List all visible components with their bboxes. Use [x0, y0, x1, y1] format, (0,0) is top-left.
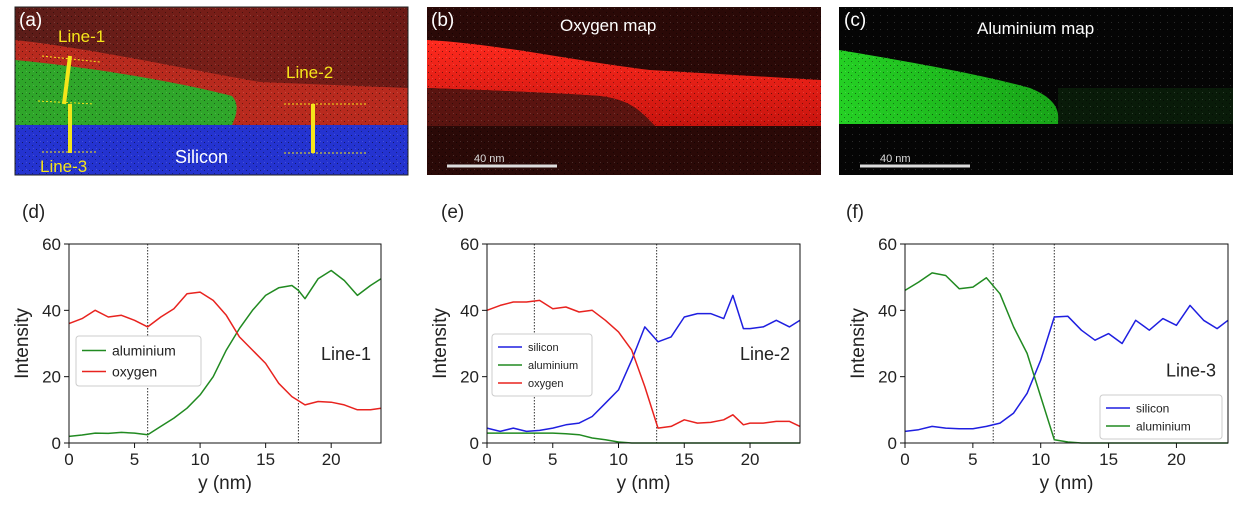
chart-d-xtick-label-20: 20 — [322, 450, 341, 469]
chart-e-legend-box — [491, 333, 593, 397]
chart-e-xtick-label-20: 20 — [741, 450, 760, 469]
chart-d-xtick-label-15: 15 — [256, 450, 275, 469]
chart-f-ytick-label-0: 0 — [888, 434, 897, 453]
chart-e-frame — [486, 243, 801, 444]
panel-b: (b) Oxygen map 40 nm — [427, 7, 821, 175]
chart-f-series-silicon — [904, 304, 1229, 433]
chart-f-title: Line-3 — [1166, 361, 1216, 381]
chart-e-series-oxygen — [486, 299, 801, 429]
chart-e-legend-label-oxygen: oxygen — [528, 378, 563, 390]
chart-e-ytick-label-40: 40 — [460, 301, 479, 320]
line-1-annotation: Line-1 — [58, 27, 105, 46]
panel-c: (c) Aluminium map 40 nm — [839, 7, 1233, 175]
silicon-annotation: Silicon — [175, 147, 228, 167]
panel-c-title: Aluminium map — [977, 19, 1094, 38]
chart-f-ylabel: Intensity — [848, 308, 869, 379]
chart-d-ytick-label-0: 0 — [52, 434, 61, 453]
chart-f-xtick-label-20: 20 — [1167, 450, 1186, 469]
chart-d-legend-label-oxygen: oxygen — [112, 364, 157, 380]
line-2-annotation: Line-2 — [286, 63, 333, 82]
panel-b-noise — [427, 7, 821, 175]
chart-e-legend: silicon aluminium oxygen — [491, 333, 593, 397]
panel-b-scalebar-label: 40 nm — [474, 153, 505, 165]
chart-d-xtick-label-0: 0 — [64, 450, 73, 469]
chart-d-legend: aluminium oxygen — [75, 335, 202, 387]
charts: 0 5 10 15 20 0 20 40 60 y (nm) Intensity Line-1 alum… — [12, 235, 1229, 494]
chart-e-xtick-label-15: 15 — [675, 450, 694, 469]
chart-f-legend-label-aluminium: aluminium — [1136, 419, 1191, 433]
chart-f-xtick-label-15: 15 — [1099, 450, 1118, 469]
panel-b-title: Oxygen map — [560, 16, 656, 35]
chart-d-xtick-label-5: 5 — [130, 450, 139, 469]
chart-e-series-silicon — [486, 294, 801, 433]
chart-f-legend-label-silicon: silicon — [1136, 401, 1169, 415]
chart-e-ylabel: Intensity — [430, 308, 451, 379]
chart-f-xtick-label-10: 10 — [1031, 450, 1050, 469]
chart-d-legend-label-aluminium: aluminium — [112, 343, 176, 359]
chart-e-xtick-label-0: 0 — [482, 450, 491, 469]
line-3-annotation: Line-3 — [40, 157, 87, 176]
chart-f-ytick-label-20: 20 — [878, 368, 897, 387]
chart-d-series-oxygen — [68, 291, 382, 411]
chart-e-xtick-label-10: 10 — [609, 450, 628, 469]
panel-c-label: (c) — [844, 10, 866, 31]
chart-f-legend: silicon aluminium — [1099, 394, 1223, 440]
line-1-marker — [62, 55, 72, 105]
chart-e-title: Line-2 — [740, 344, 790, 364]
chart-e-series-aluminium — [487, 432, 800, 444]
chart-e-legend-label-silicon: silicon — [528, 342, 559, 354]
chart-d-ytick-label-60: 60 — [42, 235, 61, 254]
panel-e-label: (e) — [441, 202, 464, 223]
panel-a-label: (a) — [19, 10, 42, 31]
chart-f-xlabel: y (nm) — [1040, 473, 1094, 494]
chart-f: 0 5 10 15 20 0 20 40 60 y (nm) Intensity Line-3 sili… — [848, 235, 1229, 494]
chart-e-xlabel: y (nm) — [617, 473, 671, 494]
panel-a: (a) Line-1 Line-2 Line-3 Silicon — [14, 6, 409, 176]
chart-e-ytick-label-0: 0 — [470, 434, 479, 453]
chart-d-legend-box — [75, 335, 202, 387]
chart-f-ytick-label-40: 40 — [878, 301, 897, 320]
chart-e: 0 5 10 15 20 0 20 40 60 y (nm) Intensity Line-2 sili… — [430, 235, 801, 494]
chart-d-xtick-label-10: 10 — [191, 450, 210, 469]
chart-f-ytick-label-60: 60 — [878, 235, 897, 254]
chart-e-xtick-label-5: 5 — [548, 450, 557, 469]
panel-c-scalebar-label: 40 nm — [880, 153, 911, 165]
chart-f-legend-box — [1099, 394, 1223, 440]
chart-d: 0 5 10 15 20 0 20 40 60 y (nm) Intensity Line-1 alum… — [12, 235, 382, 494]
chart-d-ytick-label-20: 20 — [42, 368, 61, 387]
panel-c-noise — [839, 7, 1233, 175]
chart-d-ytick-label-40: 40 — [42, 301, 61, 320]
chart-d-ylabel: Intensity — [12, 308, 33, 379]
chart-f-xtick-label-0: 0 — [900, 450, 909, 469]
chart-d-title: Line-1 — [321, 344, 371, 364]
chart-e-legend-label-aluminium: aluminium — [528, 360, 578, 372]
chart-d-xlabel: y (nm) — [198, 473, 252, 494]
panel-f-label: (f) — [846, 202, 864, 223]
chart-d-series-aluminium — [68, 269, 382, 438]
panel-b-label: (b) — [431, 10, 454, 31]
chart-f-xtick-label-5: 5 — [968, 450, 977, 469]
panel-a-frame — [14, 6, 409, 176]
panel-a-noise — [15, 7, 408, 175]
chart-e-ytick-label-60: 60 — [460, 235, 479, 254]
chart-f-frame — [904, 243, 1229, 444]
chart-e-ytick-label-20: 20 — [460, 368, 479, 387]
panel-d-label: (d) — [22, 202, 45, 223]
chart-d-frame — [68, 243, 382, 444]
